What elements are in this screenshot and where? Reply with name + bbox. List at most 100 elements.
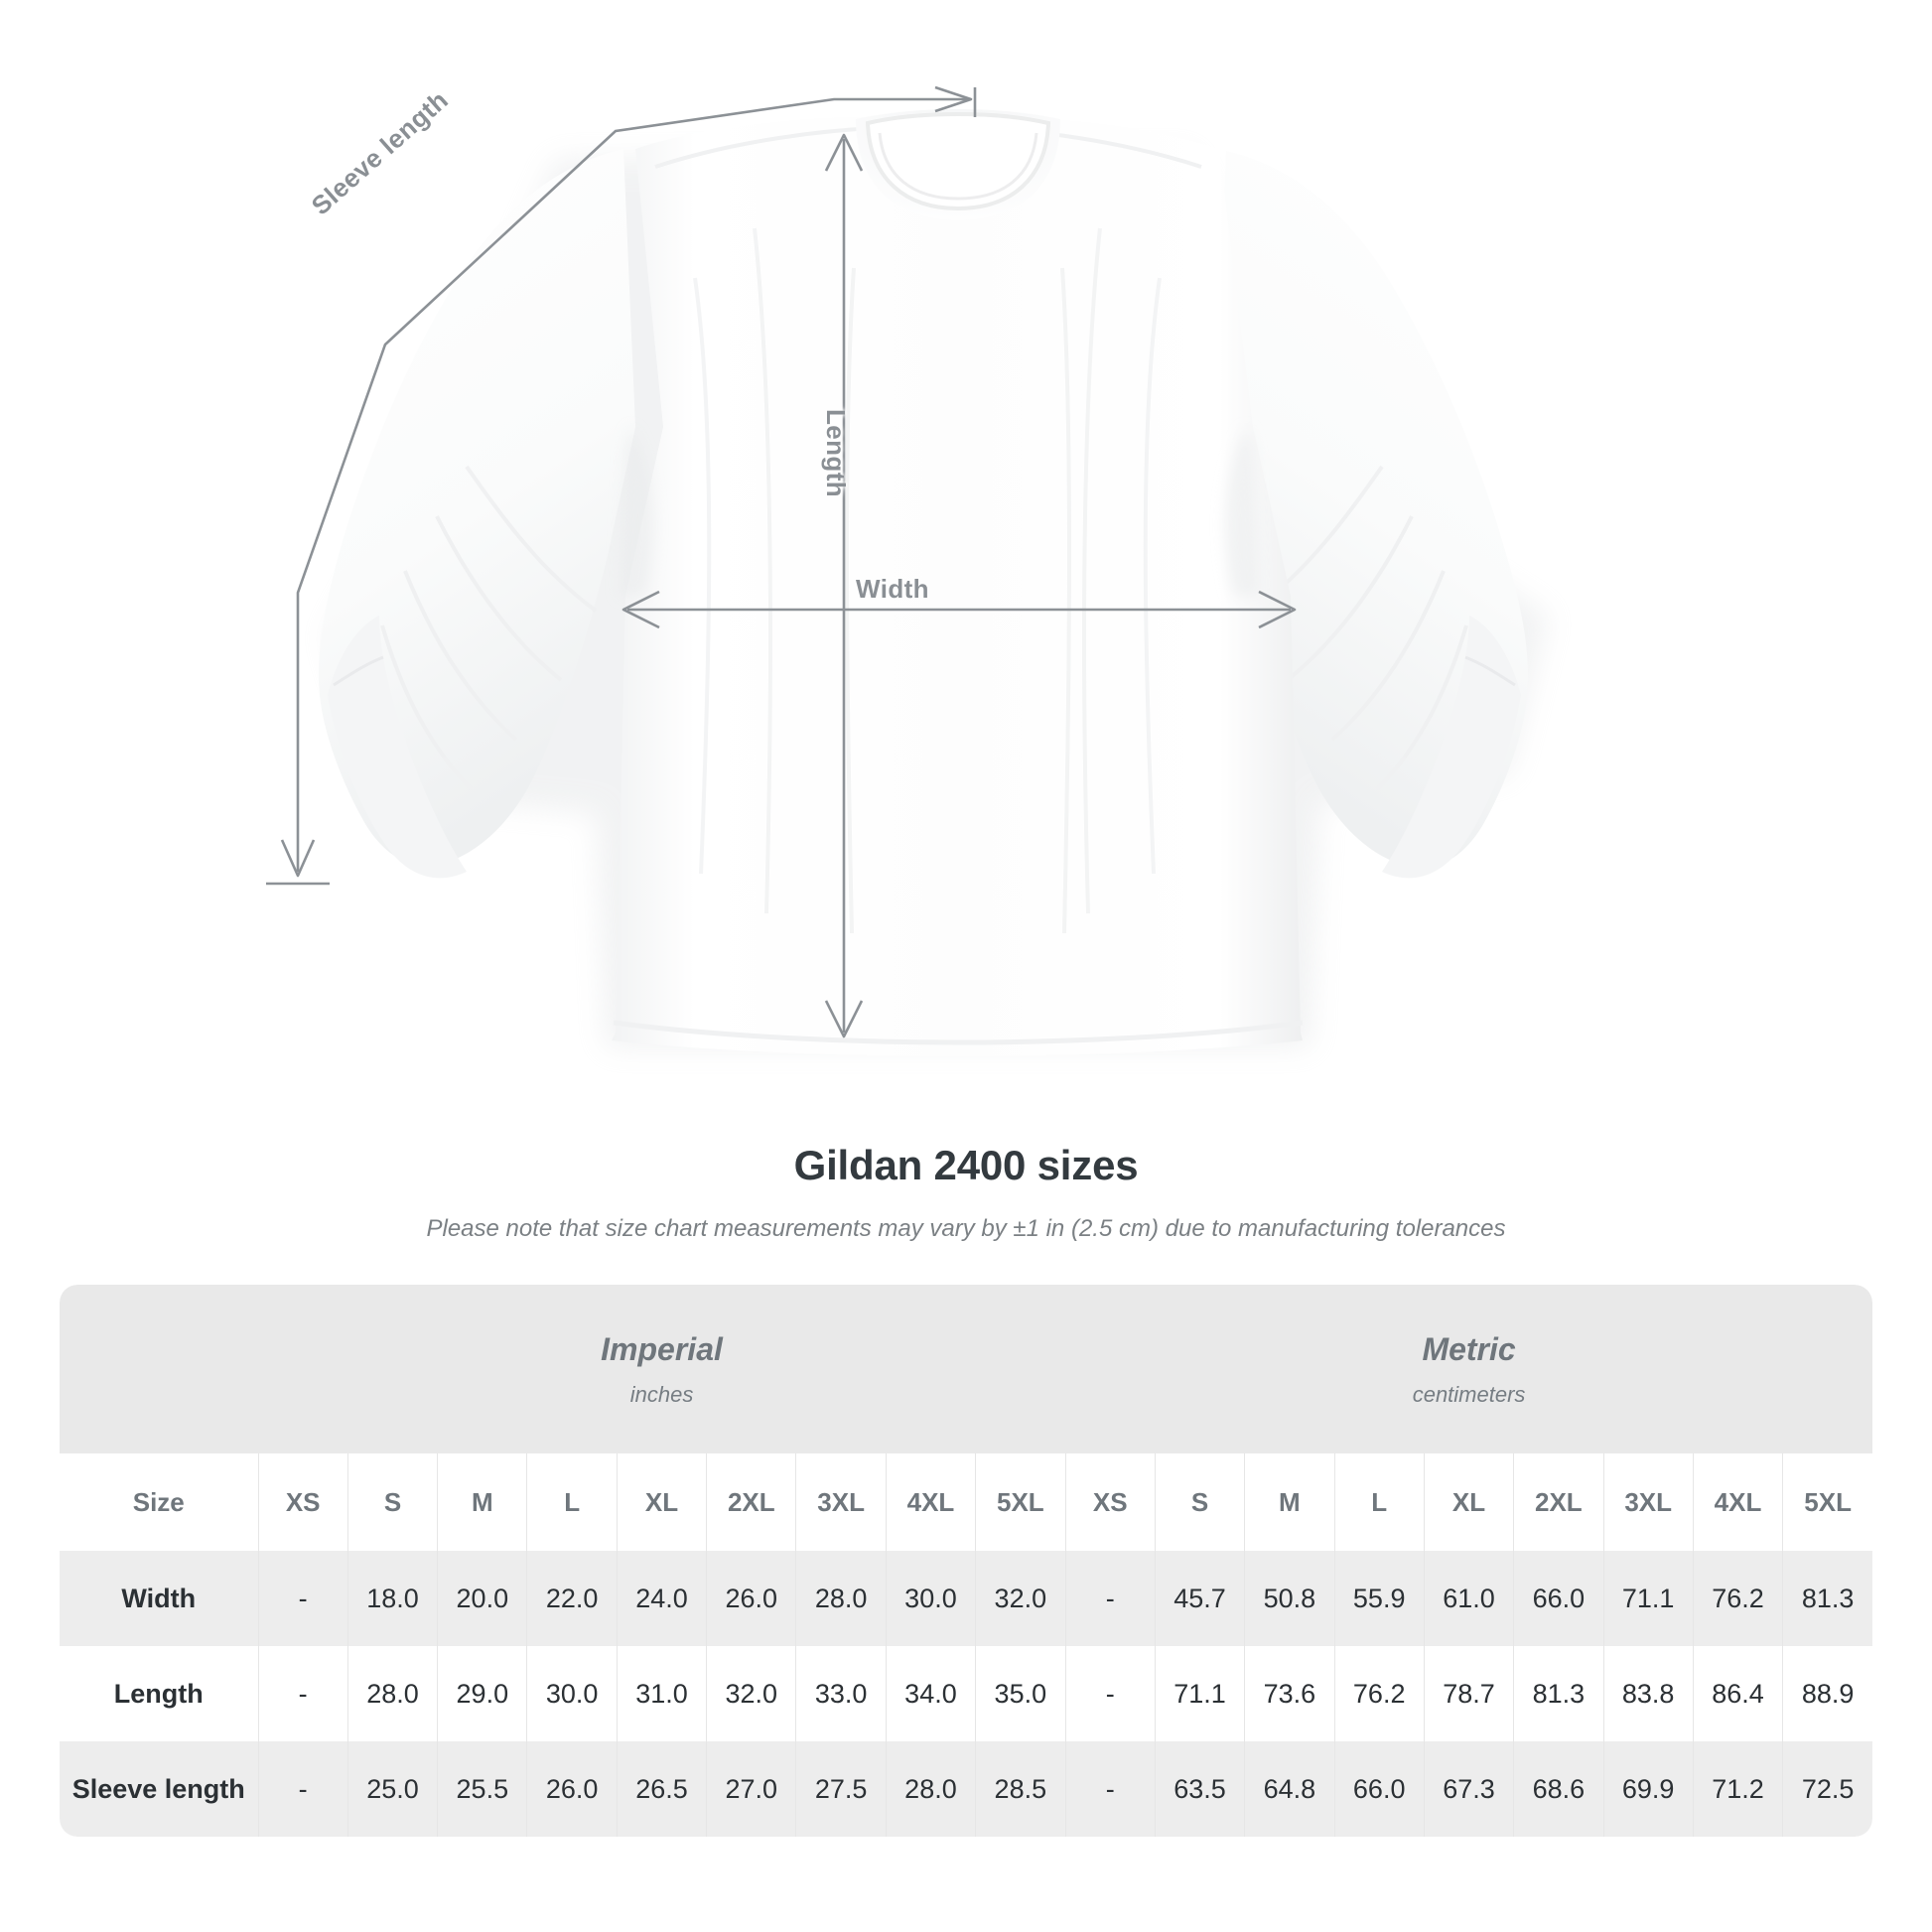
page-title: Gildan 2400 sizes	[793, 1142, 1139, 1188]
size-chart-table: Imperial inches Metric centimeters Size XS S M L…	[60, 1285, 1873, 1837]
body-folds	[693, 227, 1162, 934]
width-measure-label: Width	[856, 574, 929, 604]
cell-sleeve-length-metric-2xl: 68.6	[1513, 1741, 1604, 1837]
width-arrowhead-right	[1258, 590, 1297, 629]
hem-seam	[613, 1020, 1304, 1045]
cell-width-metric-m: 50.8	[1244, 1551, 1335, 1646]
cell-sleeve-length-imperial-s: 25.0	[346, 1741, 438, 1837]
size-header-metric-5xl: 5XL	[1782, 1453, 1873, 1551]
cell-width-imperial-2xl: 26.0	[706, 1551, 796, 1646]
unit-name: Metric	[1422, 1330, 1516, 1367]
cell-length-metric-xs: -	[1064, 1646, 1156, 1741]
unit-header-imperial: Imperial inches	[258, 1285, 1066, 1453]
cell-width-imperial-m: 20.0	[437, 1551, 527, 1646]
size-header-imperial-s: S	[346, 1453, 438, 1551]
cell-length-imperial-2xl: 32.0	[706, 1646, 796, 1741]
armpit-shading	[620, 427, 1259, 596]
cell-width-imperial-5xl: 32.0	[975, 1551, 1066, 1646]
cell-width-imperial-xs: -	[257, 1551, 348, 1646]
cell-length-imperial-5xl: 35.0	[975, 1646, 1066, 1741]
cell-sleeve-length-imperial-m: 25.5	[437, 1741, 527, 1837]
size-row-label: Size	[60, 1453, 258, 1551]
unit-header-row: Imperial inches Metric centimeters	[60, 1285, 1873, 1453]
left-sleeve-folds	[380, 465, 598, 791]
left-cuff-seam	[333, 655, 384, 687]
sleeve-length-arrowhead-bottom	[280, 839, 316, 878]
cell-sleeve-length-metric-xl: 67.3	[1423, 1741, 1514, 1837]
size-header-imperial-3xl: 3XL	[795, 1453, 887, 1551]
cell-sleeve-length-imperial-xs: -	[257, 1741, 348, 1837]
cell-width-metric-s: 45.7	[1154, 1551, 1245, 1646]
cell-width-imperial-l: 22.0	[526, 1551, 618, 1646]
dimension-lines	[266, 85, 1297, 1038]
cell-sleeve-length-imperial-xl: 26.5	[616, 1741, 707, 1837]
cell-sleeve-length-metric-4xl: 71.2	[1692, 1741, 1783, 1837]
unit-subtitle: inches	[629, 1381, 694, 1407]
right-cuff	[1382, 616, 1521, 879]
size-header-metric-2xl: 2XL	[1513, 1453, 1604, 1551]
cell-sleeve-length-imperial-l: 26.0	[526, 1741, 618, 1837]
sleeve-length-arrowhead-top	[934, 85, 973, 113]
cell-length-imperial-4xl: 34.0	[885, 1646, 976, 1741]
cell-sleeve-length-metric-s: 63.5	[1154, 1741, 1245, 1837]
cell-width-metric-5xl: 81.3	[1782, 1551, 1873, 1646]
cell-length-metric-2xl: 81.3	[1513, 1646, 1604, 1741]
shirt-diagram-svg	[266, 85, 1549, 1056]
collar-inner-seam	[878, 132, 1038, 201]
table-row: Length -28.0 29.0 30.0 31.0 32.0 33.0 34.0 35.0-…	[60, 1646, 1873, 1741]
cell-width-imperial-4xl: 30.0	[885, 1551, 976, 1646]
size-header-metric-xl: XL	[1423, 1453, 1514, 1551]
shirt-body	[612, 117, 1303, 1056]
size-chart-table-wrap: Imperial inches Metric centimeters Size XS S M L…	[60, 1285, 1873, 1837]
size-header-imperial-2xl: 2XL	[706, 1453, 796, 1551]
row-label-width: Width	[60, 1551, 258, 1646]
size-header-imperial-xl: XL	[616, 1453, 707, 1551]
cell-sleeve-length-imperial-4xl: 28.0	[885, 1741, 976, 1837]
cell-length-imperial-xs: -	[257, 1646, 348, 1741]
cell-length-imperial-s: 28.0	[346, 1646, 438, 1741]
cell-width-imperial-xl: 24.0	[616, 1551, 707, 1646]
cell-length-metric-xl: 78.7	[1423, 1646, 1514, 1741]
cell-width-metric-l: 55.9	[1333, 1551, 1425, 1646]
cell-length-imperial-l: 30.0	[526, 1646, 618, 1741]
unit-header-metric: Metric centimeters	[1065, 1285, 1873, 1453]
cell-sleeve-length-metric-l: 66.0	[1333, 1741, 1425, 1837]
cell-width-metric-xs: -	[1064, 1551, 1156, 1646]
cell-sleeve-length-metric-3xl: 69.9	[1602, 1741, 1694, 1837]
left-cuff	[328, 616, 467, 879]
left-sleeve	[318, 149, 635, 867]
row-label-sleeve-length: Sleeve length	[60, 1741, 258, 1837]
size-header-metric-3xl: 3XL	[1602, 1453, 1694, 1551]
cell-sleeve-length-metric-m: 64.8	[1244, 1741, 1335, 1837]
cell-sleeve-length-metric-xs: -	[1064, 1741, 1156, 1837]
size-header-metric-l: L	[1333, 1453, 1425, 1551]
table-row: Sleeve length -25.0 25.5 26.0 26.5 27.0 27.5 28…	[60, 1741, 1873, 1837]
cell-length-metric-5xl: 88.9	[1782, 1646, 1873, 1741]
length-arrowhead-bottom	[824, 1000, 864, 1038]
cell-length-metric-4xl: 86.4	[1692, 1646, 1783, 1741]
size-header-row: Size XS S M L XL 2XL 3XL 4XL 5XL XS S M L XL 2XL 3XL 4XL 5…	[60, 1453, 1873, 1551]
page-subtitle: Please note that size chart measurements…	[426, 1215, 1506, 1242]
size-header-metric-s: S	[1154, 1453, 1245, 1551]
size-header-imperial-m: M	[437, 1453, 527, 1551]
cell-sleeve-length-metric-5xl: 72.5	[1782, 1741, 1873, 1837]
cell-length-metric-s: 71.1	[1154, 1646, 1245, 1741]
cell-length-imperial-m: 29.0	[437, 1646, 527, 1741]
size-header-imperial-xs: XS	[257, 1453, 348, 1551]
size-header-metric-m: M	[1244, 1453, 1335, 1551]
size-header-imperial-5xl: 5XL	[975, 1453, 1066, 1551]
cell-width-metric-3xl: 71.1	[1602, 1551, 1694, 1646]
cell-width-metric-xl: 61.0	[1423, 1551, 1514, 1646]
cell-sleeve-length-imperial-2xl: 27.0	[706, 1741, 796, 1837]
size-header-metric-4xl: 4XL	[1692, 1453, 1783, 1551]
collar-rib	[865, 111, 1051, 211]
cell-width-imperial-3xl: 28.0	[795, 1551, 887, 1646]
row-label-length: Length	[60, 1646, 258, 1741]
unit-name: Imperial	[601, 1330, 723, 1367]
length-measure-label: Length	[821, 409, 851, 498]
cell-width-metric-2xl: 66.0	[1513, 1551, 1604, 1646]
sleeve-length-leader	[296, 97, 971, 872]
cell-sleeve-length-imperial-3xl: 27.5	[795, 1741, 887, 1837]
title-block: Gildan 2400 sizes Please note that size …	[0, 1142, 1932, 1243]
cell-length-imperial-xl: 31.0	[616, 1646, 707, 1741]
